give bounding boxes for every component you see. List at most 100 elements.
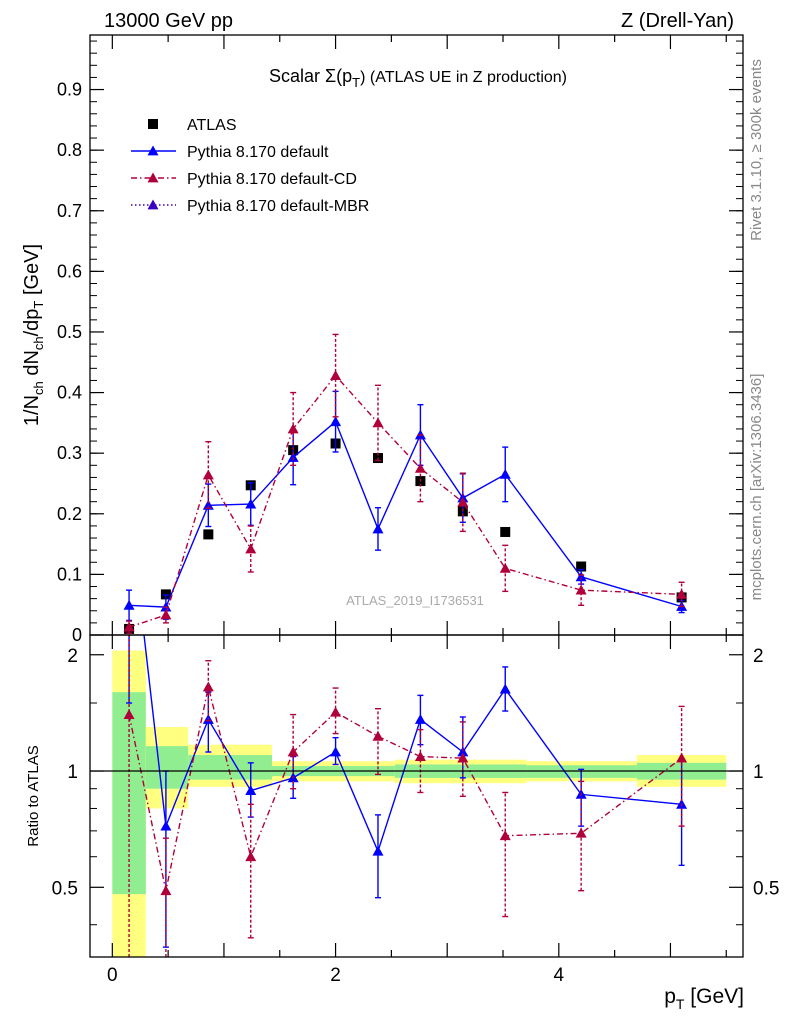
ratio-panel-series [123,635,688,957]
ratio-xlabel: pT [GeV] [664,985,744,1012]
series-marker [330,416,342,427]
ytick-label: 0.9 [57,80,82,100]
ytick-label: 0.3 [57,443,82,463]
band-green [145,746,189,789]
ratio-line-1 [128,686,683,891]
ratio-ylabel: Ratio to ATLAS [25,745,42,846]
xtick-label: 0 [107,965,118,986]
band-green [188,755,272,780]
series-marker [160,609,172,620]
ratio-ytick-label: 0.5 [52,878,78,899]
main-title: Scalar Σ(pT) (ATLAS UE in Z production) [269,66,567,90]
ratio-series-group [123,635,688,957]
ratio-marker [245,851,257,862]
legend-marker-atlas [148,119,158,129]
ratio-marker [414,713,426,724]
uncertainty-bands [112,650,727,957]
series-marker [676,588,688,599]
ytick-label: 0.6 [57,261,82,281]
side-label-rivet: Rivet 3.1.10, ≥ 300k events [748,59,765,241]
series-marker [575,571,587,582]
atlas-data-point [203,529,214,540]
series-line-2 [128,374,682,628]
series-marker [287,451,299,462]
ylabel-part-5: T [31,301,46,309]
ratio-marker [202,681,214,692]
ratio-line-0 [143,635,682,854]
main-title-sub: T [352,75,360,90]
analysis-watermark: ATLAS_2019_I1736531 [346,593,484,608]
ylabel-part-0: 1/N [21,395,43,426]
legend-label: Pythia 8.170 default [187,144,329,161]
ratio-ytick-label-right: 1 [753,762,764,783]
series-marker [372,417,384,428]
ylabel-part-1: ch [31,381,46,395]
ytick-label: 0 [72,625,82,645]
side-label-mcplots: mcplots.cern.ch [arXiv:1306.3436] [748,374,765,601]
legend-label: ATLAS [187,117,237,134]
legend-marker-triangle [147,172,159,183]
xlabel-rest: [GeV] [684,985,744,1008]
axes-ticks: 00.10.20.30.40.50.60.70.80.90.5 0.51 12 20 2… [52,35,779,986]
atlas-data-point [576,561,587,572]
ratio-marker [245,785,257,795]
ratio-ytick-label-right: 0.5 [753,878,779,899]
ylabel-part-4: /dp [21,309,43,337]
ratio-marker [499,683,511,694]
ratio-marker [287,746,299,757]
ylabel-part-2: dN [21,350,43,381]
series-marker [245,498,257,509]
series-marker [575,584,587,595]
ratio-panel-frame [89,634,744,958]
series-marker [287,423,299,434]
ytick-label: 0.2 [57,504,82,524]
ratio-marker [330,746,342,757]
series-marker [499,468,511,479]
main-title-rest: ) (ATLAS UE in Z production) [360,69,567,86]
ytick-label: 0.8 [57,140,82,160]
ratio-marker [123,709,135,719]
band-green [112,692,146,895]
ratio-series-group [126,635,688,948]
ytick-label: 0.4 [57,383,82,403]
legend-label: Pythia 8.170 default-MBR [187,198,369,215]
atlas-data-point [500,526,511,537]
xtick-label: 2 [330,965,341,986]
main-ylabel: 1/Nch dNch/dpT [GeV] [21,244,46,426]
series-line-1 [129,420,682,608]
ratio-marker [676,752,688,763]
ytick-label: 0.1 [57,564,82,584]
series-marker [372,523,384,534]
ratio-marker [457,746,469,757]
ratio-marker [372,845,384,856]
xlabel-main: p [664,985,676,1008]
xlabel-sub: T [676,996,685,1012]
series-marker [414,462,426,473]
main-title-main: Scalar Σ(p [269,66,352,86]
ratio-marker [160,820,172,831]
ratio-ytick-label-right: 2 [753,646,764,667]
series-marker [330,370,342,381]
ratio-marker [160,885,172,896]
legend-marker-triangle [147,145,159,156]
series-marker [123,621,135,632]
series-marker [123,599,135,610]
series-marker [499,562,511,573]
header-left: 13000 GeV pp [104,10,233,32]
legend: ATLAS Pythia 8.170 default Pythia 8.170 de… [131,117,369,215]
ratio-marker [499,830,511,841]
ratio-marker [330,706,342,717]
main-panel-series [123,333,688,634]
ratio-marker [575,827,587,838]
ytick-label: 0.7 [57,201,82,221]
xtick-label: 4 [554,965,565,986]
ratio-marker [414,751,426,761]
ytick-label: 0.5 [57,322,82,342]
series-marker [202,499,214,510]
header-right: Z (Drell-Yan) [621,10,734,32]
series-marker [245,543,257,554]
ratio-marker [372,730,384,741]
ratio-marker [457,752,469,763]
series-marker [202,469,214,480]
